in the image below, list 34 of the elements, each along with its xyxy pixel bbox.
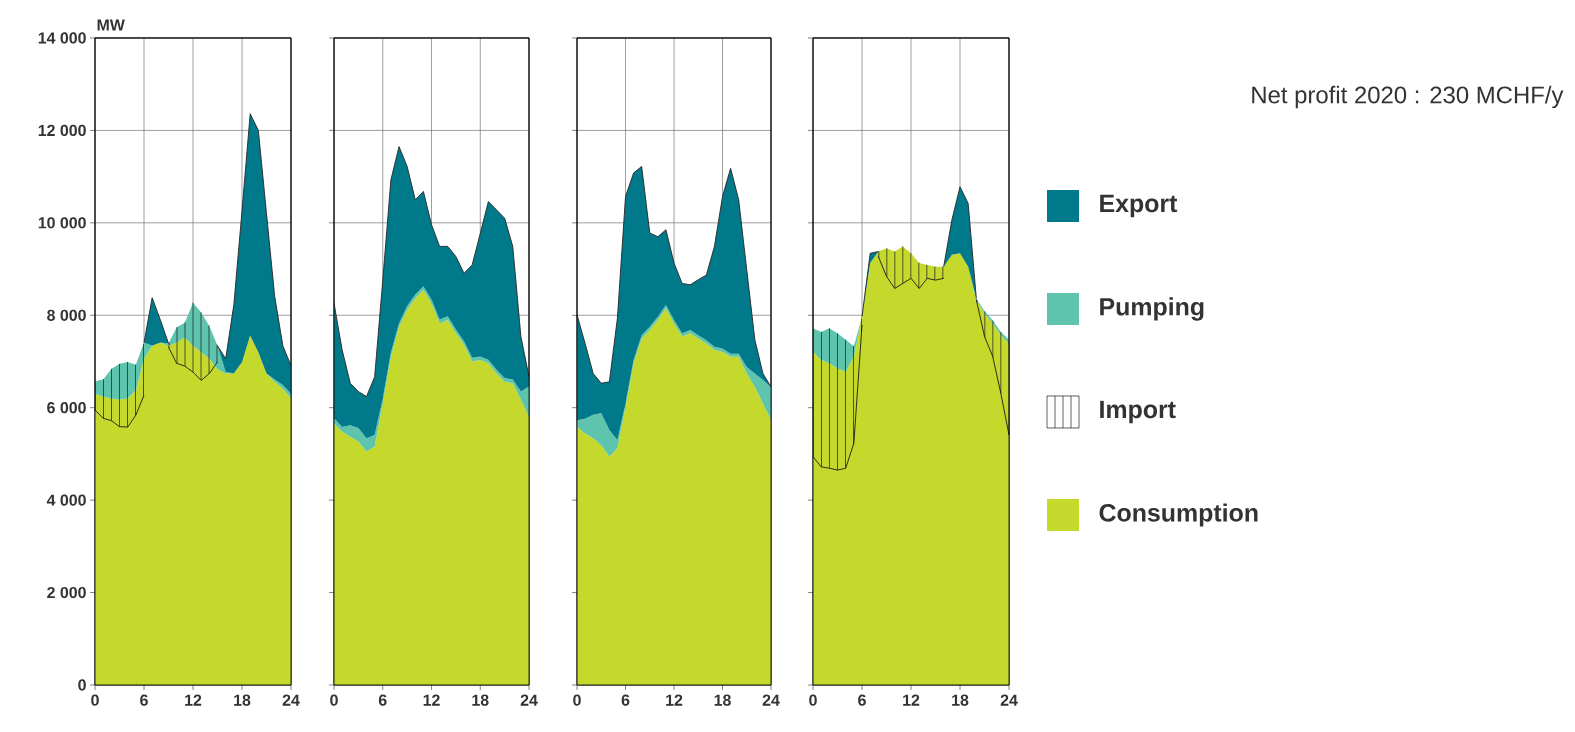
legend-label: Pumping <box>1100 297 1204 321</box>
y-tick-label: 12 000 <box>38 124 86 137</box>
text: Net profit 2020 : 230 MCHF/y <box>1252 85 1564 109</box>
x-tick-label: 6 <box>378 694 387 706</box>
x-tick-label: 18 <box>234 694 251 706</box>
legend-label: Import <box>1100 400 1176 424</box>
x-tick-label: 0 <box>330 694 338 706</box>
x-tick-label: 0 <box>809 694 817 706</box>
x-tick-label: 12 <box>423 694 440 706</box>
y-tick-label: 8 000 <box>47 309 86 321</box>
y-tick-label: 0 <box>78 679 86 691</box>
x-tick-label: 0 <box>91 694 99 706</box>
x-tick-label: 6 <box>140 694 148 706</box>
legend-label: Consumption <box>1099 503 1258 527</box>
legend-label: Export <box>1100 194 1178 218</box>
x-tick-label: 18 <box>472 694 489 706</box>
x-tick-label: 24 <box>762 694 780 706</box>
x-tick-label: 24 <box>520 694 538 706</box>
y-tick-label: 14 000 <box>38 32 86 44</box>
y-tick-label: 6 000 <box>47 402 86 414</box>
x-tick-label: 12 <box>185 694 202 706</box>
x-tick-label: 6 <box>621 694 630 706</box>
y-axis-title: MW <box>97 19 125 31</box>
x-tick-label: 12 <box>666 694 683 706</box>
y-tick-label: 2 000 <box>47 586 86 599</box>
x-tick-label: 24 <box>282 694 300 706</box>
x-tick-label: 18 <box>952 694 969 706</box>
x-tick-label: 18 <box>714 694 731 706</box>
x-tick-label: 12 <box>903 694 920 706</box>
y-tick-label: 10 000 <box>38 217 86 229</box>
x-tick-label: 0 <box>573 694 581 706</box>
x-tick-label: 6 <box>858 694 866 706</box>
x-tick-label: 24 <box>1000 694 1018 706</box>
y-tick-label: 4 000 <box>46 494 86 506</box>
